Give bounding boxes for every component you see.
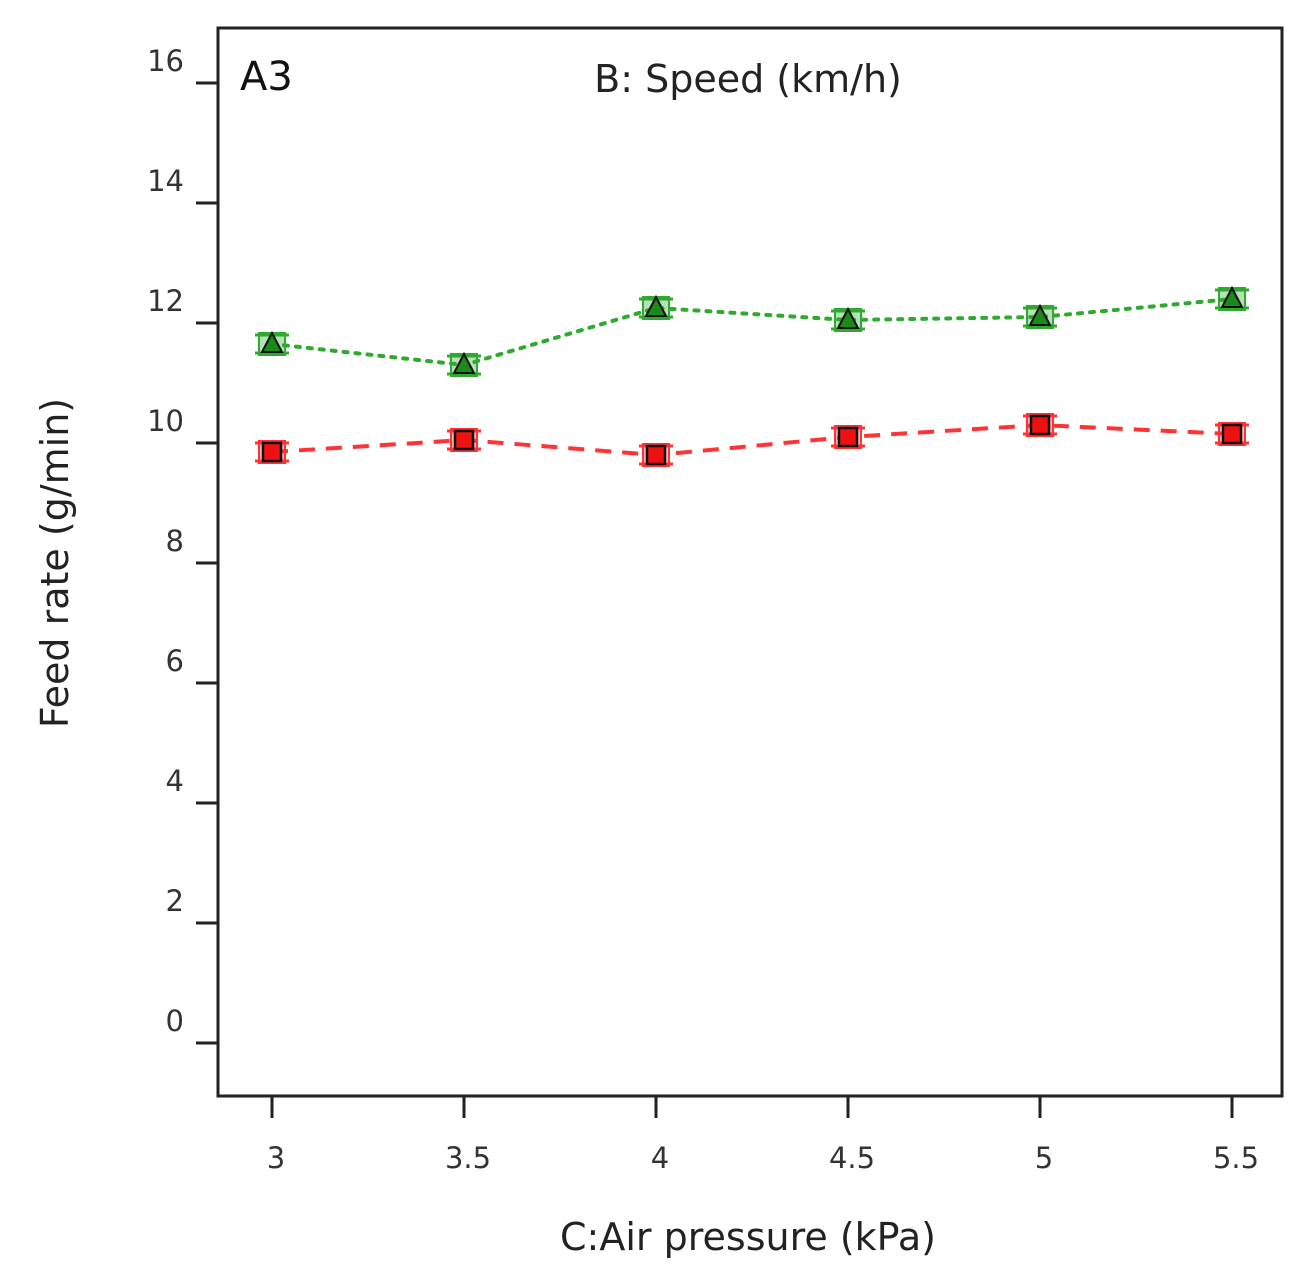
x-tick-label-4: 4 <box>651 1141 669 1175</box>
series-line-square <box>271 422 1233 458</box>
panel-label: A3 <box>240 54 293 100</box>
y-tick-label-10: 10 <box>147 404 184 438</box>
y-axis-title: Feed rate (g/min) <box>33 398 77 728</box>
y-tick-label-16: 16 <box>147 44 184 78</box>
legend-title: B: Speed (km/h) <box>594 57 902 101</box>
data-point-triangle <box>452 351 476 374</box>
x-tick-label-5.5: 5.5 <box>1213 1141 1259 1175</box>
y-tick-label-2: 2 <box>166 884 184 918</box>
data-point-triangle <box>836 306 860 329</box>
series-layer <box>255 285 1249 467</box>
data-point-square <box>261 441 283 463</box>
x-axis-title: C:Air pressure (kPa) <box>560 1215 936 1259</box>
data-point-triangle <box>260 330 284 353</box>
y-tick-label-4: 4 <box>166 764 184 798</box>
x-tick-label-3.5: 3.5 <box>445 1141 491 1175</box>
data-point-triangle <box>1220 285 1244 308</box>
y-tick-label-0: 0 <box>166 1004 184 1038</box>
data-point-square <box>453 429 475 451</box>
data-point-square <box>645 444 667 466</box>
data-point-triangle <box>1028 303 1052 326</box>
data-point-square <box>837 426 859 448</box>
y-tick-label-6: 6 <box>166 644 184 678</box>
y-tick-label-8: 8 <box>166 524 184 558</box>
y-tick-label-14: 14 <box>147 164 184 198</box>
x-tick-label-3: 3 <box>267 1141 285 1175</box>
plot-frame <box>216 26 1284 1098</box>
data-point-square <box>1029 414 1051 436</box>
x-tick-label-5: 5 <box>1035 1141 1053 1175</box>
y-tick-label-12: 12 <box>147 284 184 318</box>
data-point-square <box>1221 423 1243 445</box>
y-axis: 0 2 4 6 8 10 12 14 16 <box>147 44 218 1045</box>
x-tick-label-4.5: 4.5 <box>829 1141 875 1175</box>
series-triangle <box>255 285 1249 377</box>
series-line-triangle <box>270 297 1234 368</box>
x-axis: 3 3.5 4 4.5 5 5.5 <box>267 1096 1259 1175</box>
series-square <box>255 413 1249 467</box>
data-point-triangle <box>644 294 668 317</box>
